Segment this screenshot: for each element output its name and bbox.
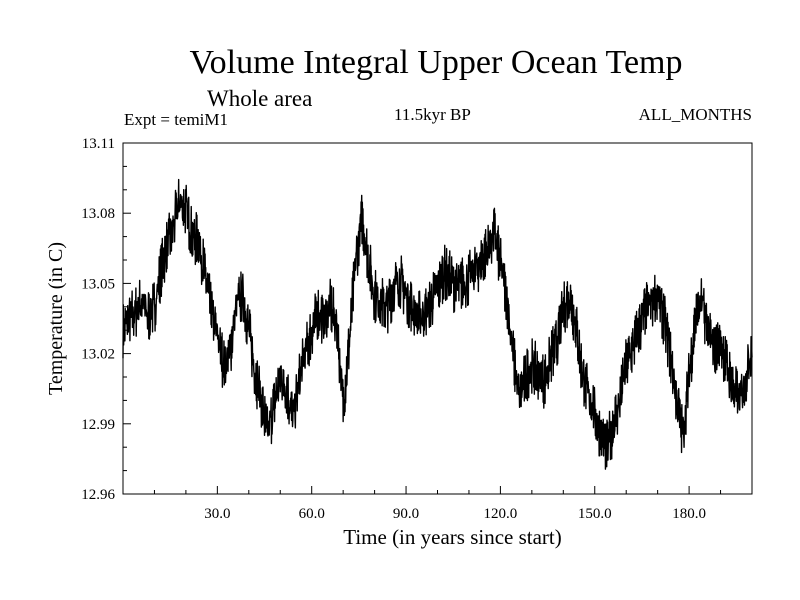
x-tick-label: 30.0 (204, 506, 230, 522)
plot-frame (122, 142, 753, 495)
experiment-label: Expt = temiM1 (124, 110, 229, 129)
x-tick-label: 120.0 (484, 506, 518, 522)
y-tick-label: 13.05 (81, 276, 115, 292)
y-tick-label: 13.08 (81, 206, 115, 222)
x-axis-label: Time (in years since start) (343, 525, 562, 549)
chart-subtitle: Whole area (207, 86, 313, 111)
y-tick-label: 12.96 (81, 487, 115, 503)
chart-title: Volume Integral Upper Ocean Temp (189, 44, 683, 81)
x-tick-label: 90.0 (393, 506, 419, 522)
x-tick-label: 180.0 (672, 506, 706, 522)
y-tick-label: 13.11 (82, 136, 115, 152)
months-label: ALL_MONTHS (638, 105, 752, 124)
period-label: 11.5kyr BP (394, 105, 471, 124)
y-tick-label: 12.99 (81, 417, 115, 433)
y-axis-label: Temperature (in C) (45, 242, 67, 395)
x-tick-label: 150.0 (578, 506, 612, 522)
y-tick-label: 13.02 (81, 347, 115, 363)
series-line (122, 178, 753, 470)
x-tick-label: 60.0 (299, 506, 325, 522)
